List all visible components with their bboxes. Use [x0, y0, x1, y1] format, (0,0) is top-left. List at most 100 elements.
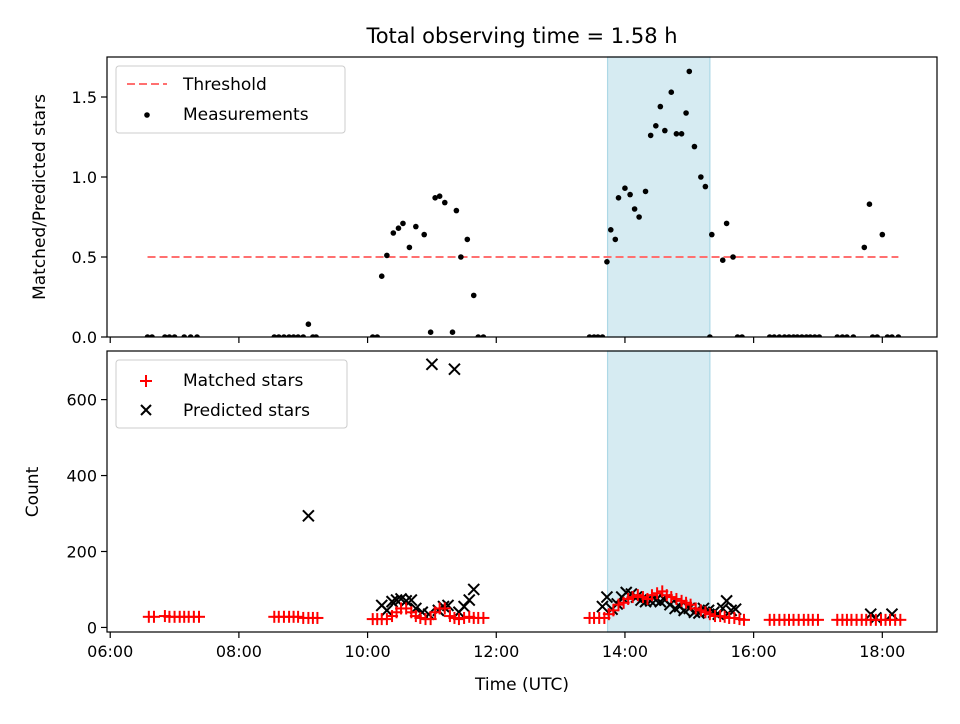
observing-window-shade-bottom	[606, 350, 711, 633]
count-y-tick-label: 0	[87, 618, 97, 637]
predicted-star-marker	[467, 583, 480, 596]
ratio-y-tick-label: 0.5	[72, 248, 97, 267]
predicted-star-marker	[729, 603, 742, 616]
measurement-point	[475, 334, 482, 337]
measurement-point	[441, 199, 448, 206]
count-plot-frame	[106, 350, 938, 633]
measurement-point	[686, 68, 693, 75]
matched-star-marker	[452, 613, 465, 626]
measurement-point	[794, 334, 801, 337]
ratio-y-tick-label: 1.0	[72, 168, 97, 187]
measurement-point	[884, 334, 891, 337]
measurement-point	[470, 292, 477, 299]
measurement-point	[647, 132, 654, 139]
ratio-y-axis: 0.0 0.5 1.0 1.5	[72, 88, 107, 347]
x-tick-label: 16:00	[731, 642, 777, 661]
measurement-point	[811, 334, 818, 337]
measurement-point	[413, 223, 419, 230]
matched-star-marker	[477, 611, 490, 624]
matched-star-marker	[424, 613, 437, 626]
observing-window-band	[606, 350, 711, 633]
ratio-panel: 0.0 0.5 1.0 1.5 Matched/Predicted stars Thr…	[30, 56, 938, 347]
measurement-point	[449, 329, 456, 336]
measurement-point	[698, 174, 704, 180]
measurement-point	[166, 334, 173, 337]
measurements-legend-label: Measurements	[183, 105, 309, 125]
measurement-point	[374, 334, 381, 337]
measurement-point	[281, 334, 287, 337]
matched-star-marker	[645, 589, 658, 602]
count-y-axis: 0 200 400 600	[66, 391, 107, 637]
measurement-point	[400, 220, 406, 227]
threshold-legend-label: Threshold	[182, 75, 267, 95]
measurement-point	[874, 334, 880, 337]
measurement-point	[709, 231, 715, 238]
ratio-x-ticks	[109, 337, 883, 343]
x-tick-label: 10:00	[345, 642, 391, 661]
measurement-point	[662, 127, 668, 134]
ratio-y-tick-label: 0.0	[72, 328, 97, 347]
measurement-point	[607, 227, 614, 233]
measurement-point	[786, 334, 792, 337]
measurement-point	[816, 334, 823, 337]
measurement-point	[453, 207, 460, 214]
measurement-point	[691, 143, 698, 150]
count-y-axis-label: Count	[23, 466, 43, 517]
predicted-star-marker	[425, 358, 439, 371]
measurement-points	[144, 68, 902, 337]
measurement-point	[879, 231, 886, 238]
measurement-point	[850, 334, 857, 337]
observing-window-shade	[606, 56, 711, 338]
measurement-point	[683, 110, 689, 116]
measurement-point	[834, 334, 841, 337]
measurement-point	[707, 334, 713, 337]
matched-star-marker	[193, 610, 206, 623]
time-x-axis: 06:00 08:00 10:00 12:00 14:00 16:00 18:00	[87, 632, 905, 661]
measurement-point	[631, 206, 638, 212]
measurement-point	[432, 195, 438, 201]
measurement-point	[642, 188, 649, 195]
measurement-point	[171, 334, 178, 337]
predicted-star-marker	[302, 509, 315, 523]
measurement-point	[586, 334, 593, 337]
measurement-point	[395, 225, 402, 231]
measurement-point	[378, 273, 385, 280]
measurement-point	[144, 334, 151, 337]
measurement-point	[458, 254, 464, 260]
measurement-point	[271, 334, 278, 337]
measurement-point	[604, 259, 610, 265]
count-y-tick-label: 600	[66, 391, 97, 410]
matched-star-marker	[438, 602, 451, 615]
matched-star-marker	[728, 611, 741, 624]
ratio-plot-frame	[106, 56, 938, 338]
chart-title: Total observing time = 1.58 h	[365, 24, 677, 48]
x-tick-label: 06:00	[87, 642, 133, 661]
measurement-point	[313, 334, 319, 337]
measurement-point	[776, 334, 783, 337]
matched-legend-marker	[140, 375, 152, 387]
x-tick-label: 14:00	[602, 642, 648, 661]
matched-legend-label: Matched stars	[183, 371, 303, 391]
matched-star-marker	[703, 608, 716, 621]
measurement-point	[162, 334, 168, 337]
matched-star-marker	[737, 613, 750, 626]
measurement-point	[730, 254, 736, 260]
measurement-point	[807, 334, 814, 337]
measurement-point	[636, 214, 642, 220]
measurements-legend-marker	[144, 112, 150, 118]
ratio-y-axis-label: Matched/Predicted stars	[30, 94, 50, 300]
measurement-point	[290, 334, 297, 337]
measurement-point	[615, 195, 622, 201]
matched-star-marker	[651, 587, 664, 600]
measurement-point	[300, 334, 307, 337]
predicted-star-marker	[380, 604, 394, 617]
x-tick-label: 18:00	[859, 642, 905, 661]
matched-star-marker	[894, 613, 907, 626]
measurement-point	[384, 252, 390, 259]
measurement-point	[668, 89, 675, 95]
measurement-point	[595, 334, 601, 337]
measurement-point	[799, 334, 805, 337]
measurement-point	[480, 334, 487, 337]
measurement-point	[421, 231, 428, 238]
